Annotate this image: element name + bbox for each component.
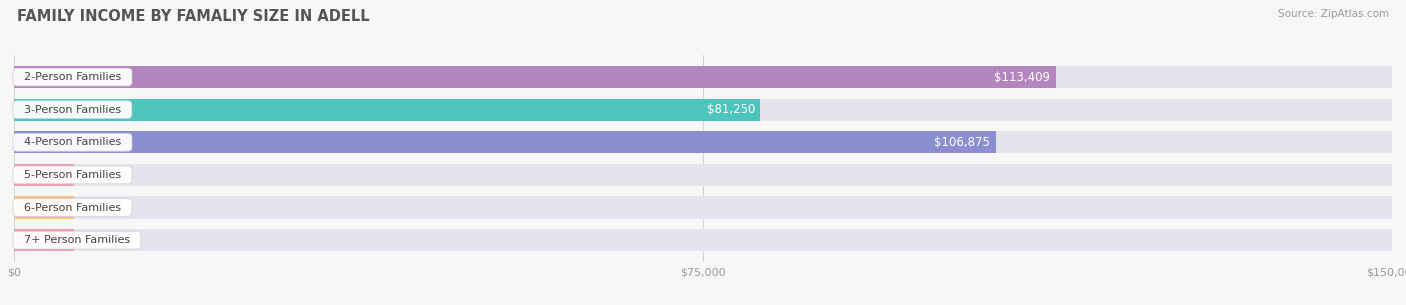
Text: Source: ZipAtlas.com: Source: ZipAtlas.com <box>1278 9 1389 19</box>
Bar <box>14 66 1056 88</box>
Text: 5-Person Families: 5-Person Families <box>17 170 128 180</box>
Text: $81,250: $81,250 <box>707 103 755 116</box>
Bar <box>14 99 761 121</box>
Bar <box>14 66 1392 88</box>
Text: $106,875: $106,875 <box>935 136 990 149</box>
Bar <box>14 196 1392 219</box>
Text: 2-Person Families: 2-Person Families <box>17 72 128 82</box>
Text: 7+ Person Families: 7+ Person Families <box>17 235 136 245</box>
Text: FAMILY INCOME BY FAMALIY SIZE IN ADELL: FAMILY INCOME BY FAMALIY SIZE IN ADELL <box>17 9 370 24</box>
Text: 3-Person Families: 3-Person Families <box>17 105 128 115</box>
Bar <box>14 164 73 186</box>
Bar <box>14 131 1392 153</box>
Bar <box>14 164 1392 186</box>
Bar <box>14 131 995 153</box>
Text: $113,409: $113,409 <box>994 70 1050 84</box>
Bar <box>14 99 1392 121</box>
Text: $0: $0 <box>82 168 97 181</box>
Bar <box>14 196 73 219</box>
Bar <box>14 229 1392 251</box>
Text: $0: $0 <box>82 201 97 214</box>
Text: $0: $0 <box>82 234 97 247</box>
Text: 4-Person Families: 4-Person Families <box>17 137 128 147</box>
Text: 6-Person Families: 6-Person Families <box>17 203 128 213</box>
Bar <box>14 229 73 251</box>
